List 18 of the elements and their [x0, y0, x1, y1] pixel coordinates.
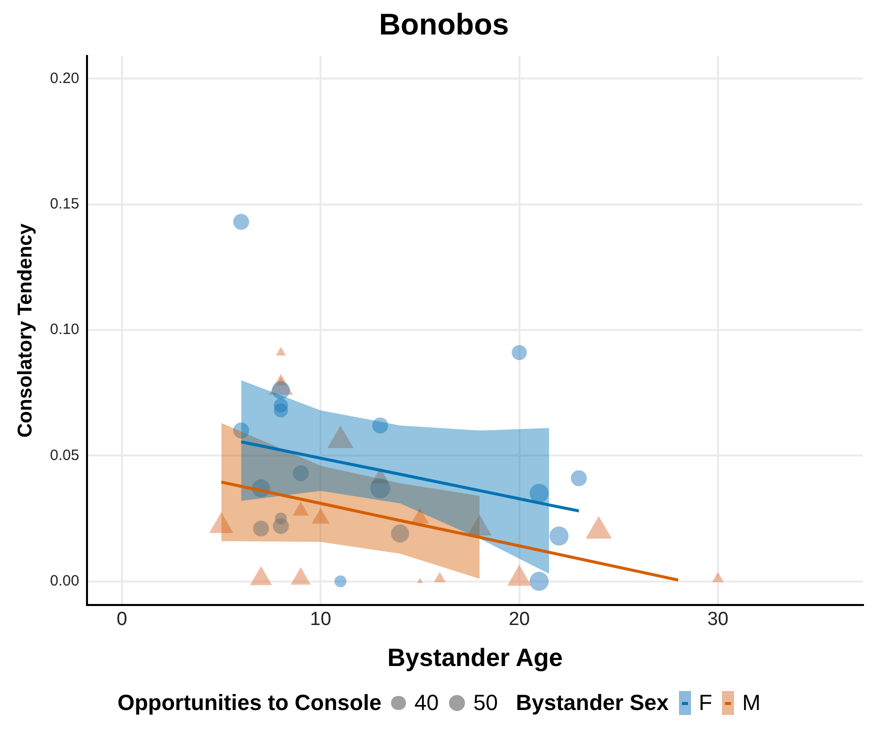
legend-label: 40	[414, 690, 439, 716]
y-tick-label: 0.20	[50, 70, 80, 87]
legend-title: Bystander Sex	[516, 690, 669, 716]
y-tick-label: 0.10	[50, 321, 80, 338]
x-axis-title: Bystander Age	[387, 644, 563, 672]
legend-label: F	[698, 690, 712, 716]
y-tick-label: 0.05	[50, 446, 80, 464]
y-axis-title: Consolatory Tendency	[14, 222, 37, 438]
text: Opportunities to Console	[117, 690, 382, 716]
y-tick-label: 0.15	[50, 195, 80, 212]
legend-label: 50	[473, 690, 498, 716]
y-tick-label: 0.00	[50, 572, 80, 590]
x-tick-label: 30	[707, 608, 728, 630]
legend-label: M	[742, 690, 761, 716]
x-tick-label: 0	[116, 608, 128, 630]
x-tick-label: 20	[508, 608, 530, 630]
x-tick-label: 10	[310, 608, 332, 630]
chart-title: Bonobos	[379, 8, 509, 42]
